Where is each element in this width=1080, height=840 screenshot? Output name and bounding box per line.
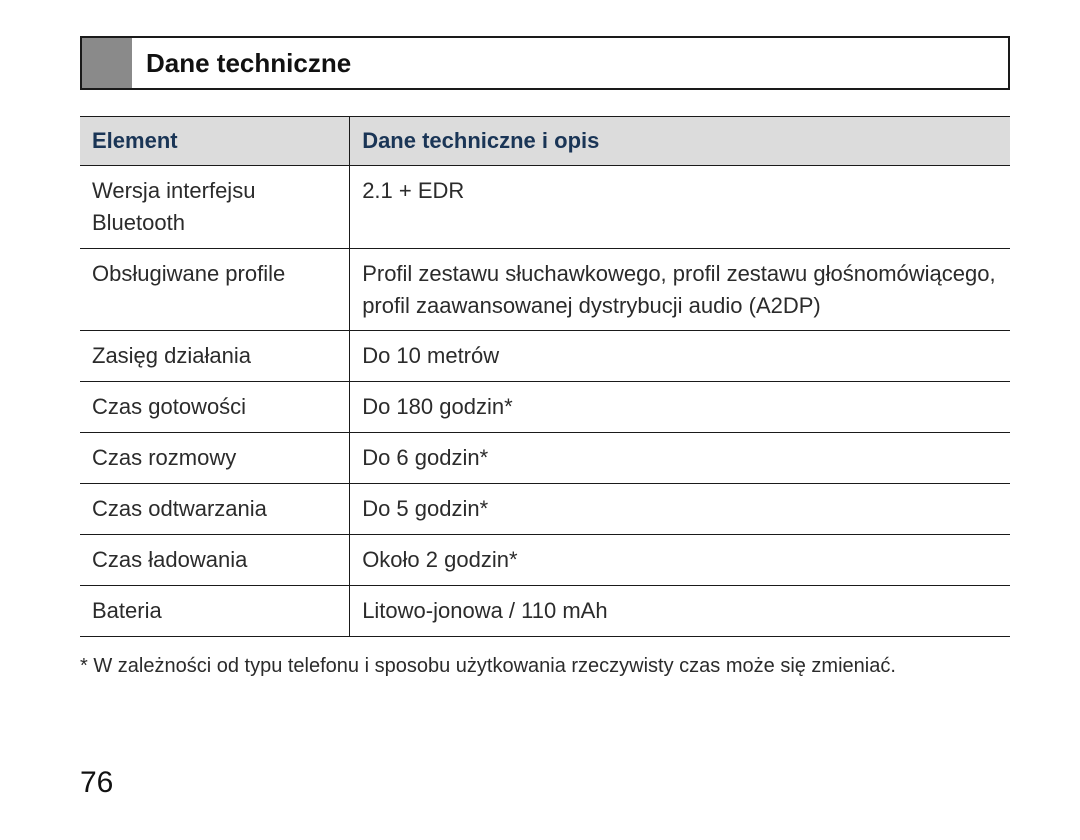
cell-name: Czas rozmowy [80,433,350,484]
cell-value: Litowo-jonowa / 110 mAh [350,585,1010,636]
cell-name: Czas ładowania [80,535,350,586]
cell-value: Profil zestawu słuchawkowego, profil zes… [350,248,1010,331]
header-desc: Dane techniczne i opis [350,117,1010,166]
cell-value: 2.1 + EDR [350,165,1010,248]
cell-name: Zasięg działania [80,331,350,382]
table-row: Bateria Litowo-jonowa / 110 mAh [80,585,1010,636]
cell-value: Około 2 godzin* [350,535,1010,586]
header-element: Element [80,117,350,166]
table-row: Czas odtwarzania Do 5 godzin* [80,484,1010,535]
section-title-square [82,38,132,88]
table-row: Czas ładowania Około 2 godzin* [80,535,1010,586]
cell-name: Bateria [80,585,350,636]
cell-value: Do 6 godzin* [350,433,1010,484]
cell-value: Do 180 godzin* [350,382,1010,433]
table-header-row: Element Dane techniczne i opis [80,117,1010,166]
section-title: Dane techniczne [80,36,1010,90]
page-number: 76 [80,766,113,800]
table-row: Wersja interfejsu Bluetooth 2.1 + EDR [80,165,1010,248]
table-row: Obsługiwane profile Profil zestawu słuch… [80,248,1010,331]
footnote: * W zależności od typu telefonu i sposob… [80,655,1010,678]
cell-value: Do 10 metrów [350,331,1010,382]
section-title-label: Dane techniczne [132,38,1008,88]
table-row: Czas rozmowy Do 6 godzin* [80,433,1010,484]
cell-name: Obsługiwane profile [80,248,350,331]
cell-name: Wersja interfejsu Bluetooth [80,165,350,248]
cell-name: Czas odtwarzania [80,484,350,535]
spec-table: Element Dane techniczne i opis Wersja in… [80,116,1010,637]
cell-name: Czas gotowości [80,382,350,433]
cell-value: Do 5 godzin* [350,484,1010,535]
page: Dane techniczne Element Dane techniczne … [0,0,1080,840]
table-row: Czas gotowości Do 180 godzin* [80,382,1010,433]
table-row: Zasięg działania Do 10 metrów [80,331,1010,382]
